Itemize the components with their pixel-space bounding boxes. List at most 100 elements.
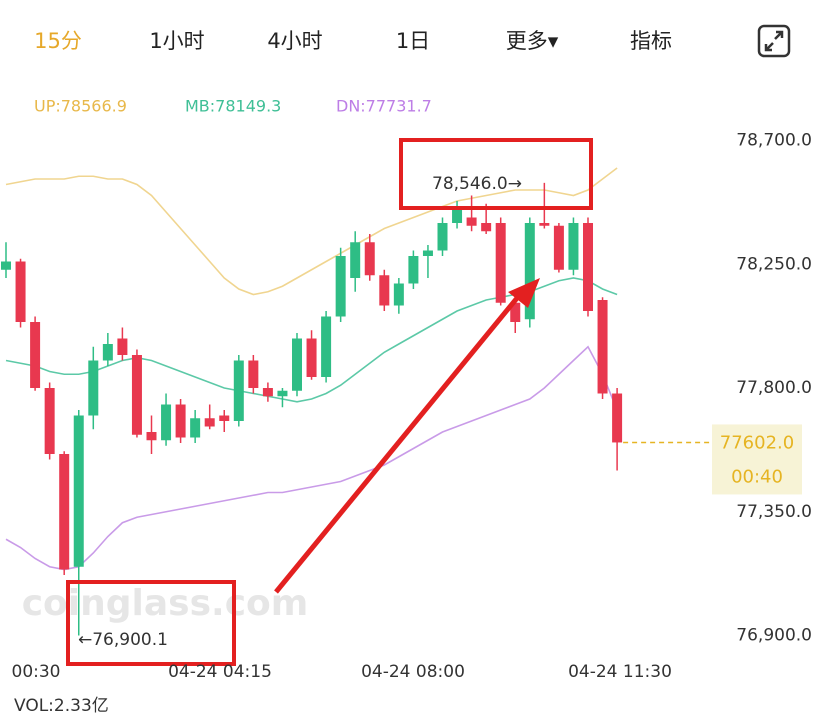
candle-body bbox=[612, 393, 623, 443]
candle-body bbox=[131, 355, 142, 435]
candle bbox=[437, 217, 448, 256]
candle bbox=[335, 247, 346, 322]
candle-body bbox=[481, 223, 492, 232]
candle bbox=[219, 410, 230, 432]
candle-body bbox=[408, 256, 419, 284]
candle-body bbox=[466, 217, 477, 226]
candle bbox=[524, 217, 535, 328]
watermark: coinglass.com bbox=[22, 583, 309, 624]
candle-body bbox=[597, 300, 608, 394]
candle-body bbox=[248, 360, 259, 388]
fullscreen-button[interactable] bbox=[757, 24, 791, 58]
candle bbox=[131, 349, 142, 438]
candle bbox=[306, 330, 317, 380]
candle bbox=[321, 311, 332, 383]
y-tick-label: 77,350.0 bbox=[736, 502, 812, 522]
y-tick-label: 77,800.0 bbox=[736, 378, 812, 398]
candle bbox=[175, 399, 186, 443]
indicator-label: UP:78566.9 bbox=[34, 97, 127, 116]
band-line bbox=[5, 345, 618, 571]
candle-body bbox=[204, 418, 215, 427]
candle bbox=[539, 182, 550, 229]
candle bbox=[190, 410, 201, 443]
candle bbox=[495, 217, 506, 306]
candle-body bbox=[30, 322, 41, 388]
highlight-box bbox=[66, 580, 236, 666]
candle-body bbox=[102, 344, 113, 361]
candle bbox=[15, 258, 26, 328]
tab[interactable]: 1小时 bbox=[149, 29, 204, 53]
candle bbox=[248, 355, 259, 394]
candle bbox=[379, 269, 390, 311]
candle-body bbox=[393, 283, 404, 306]
candle bbox=[422, 245, 433, 278]
candle-body bbox=[321, 316, 332, 377]
candle-body bbox=[15, 261, 26, 322]
candle-body bbox=[510, 302, 521, 322]
candle bbox=[393, 278, 404, 314]
tab[interactable]: 1日 bbox=[396, 29, 430, 53]
candle-body bbox=[161, 404, 172, 441]
candle bbox=[612, 388, 623, 471]
candle bbox=[73, 410, 84, 636]
candle-body bbox=[379, 275, 390, 306]
candle-body bbox=[568, 223, 579, 270]
candle-body bbox=[495, 223, 506, 303]
tab[interactable]: 更多▾ bbox=[506, 29, 559, 53]
x-tick-label: 00:30 bbox=[12, 662, 61, 682]
last-price-box bbox=[712, 424, 802, 495]
candle-body bbox=[1, 261, 11, 270]
y-tick-label: 76,900.0 bbox=[736, 626, 812, 646]
volume-label: VOL:2.33亿 bbox=[14, 696, 109, 716]
candle-body bbox=[306, 338, 317, 377]
candle bbox=[117, 327, 128, 361]
candle-body bbox=[364, 242, 375, 276]
candle-body bbox=[422, 250, 433, 256]
high-label: 78,546.0→ bbox=[432, 174, 522, 194]
candle-body bbox=[553, 225, 564, 270]
band-line bbox=[5, 167, 618, 296]
candle bbox=[568, 217, 579, 276]
candle-body bbox=[350, 242, 361, 278]
tab[interactable]: 4小时 bbox=[267, 29, 322, 53]
candle bbox=[277, 388, 288, 408]
candle bbox=[583, 217, 593, 317]
x-tick-label: 04-24 11:30 bbox=[568, 662, 672, 682]
tab[interactable]: 指标 bbox=[630, 29, 672, 53]
candle-body bbox=[190, 418, 201, 438]
candle-body bbox=[73, 415, 84, 567]
candle-body bbox=[583, 223, 593, 311]
countdown-label: 00:40 bbox=[731, 466, 783, 487]
highlight-box bbox=[399, 138, 593, 210]
candle-body bbox=[59, 454, 70, 570]
candle-body bbox=[262, 388, 273, 397]
candle-body bbox=[524, 223, 535, 320]
candle bbox=[1, 242, 11, 278]
candle-body bbox=[292, 338, 302, 391]
y-tick-label: 78,700.0 bbox=[736, 131, 812, 151]
candle bbox=[553, 223, 564, 273]
candle bbox=[88, 346, 99, 430]
candle bbox=[204, 404, 215, 430]
candle-body bbox=[88, 360, 99, 416]
candle bbox=[452, 201, 463, 229]
candle bbox=[262, 382, 273, 402]
candle-body bbox=[335, 256, 346, 317]
candle bbox=[350, 231, 361, 292]
indicator-label: MB:78149.3 bbox=[185, 97, 281, 116]
plot: 78,700.0 78,250.0 77,800.0 77,350.0 76,900.0… bbox=[1, 131, 812, 646]
candle bbox=[597, 297, 608, 399]
indicator-label: DN:77731.7 bbox=[336, 97, 432, 116]
candle bbox=[161, 393, 172, 446]
tab[interactable]: 15分 bbox=[34, 29, 82, 53]
x-tick-label: 04-24 08:00 bbox=[361, 662, 465, 682]
candle-body bbox=[233, 360, 244, 421]
candle bbox=[408, 250, 419, 289]
arrow bbox=[274, 290, 524, 594]
candle-body bbox=[539, 223, 550, 226]
candle bbox=[364, 234, 375, 281]
candle-body bbox=[277, 390, 288, 397]
candle bbox=[30, 316, 41, 391]
candle-body bbox=[219, 415, 230, 421]
